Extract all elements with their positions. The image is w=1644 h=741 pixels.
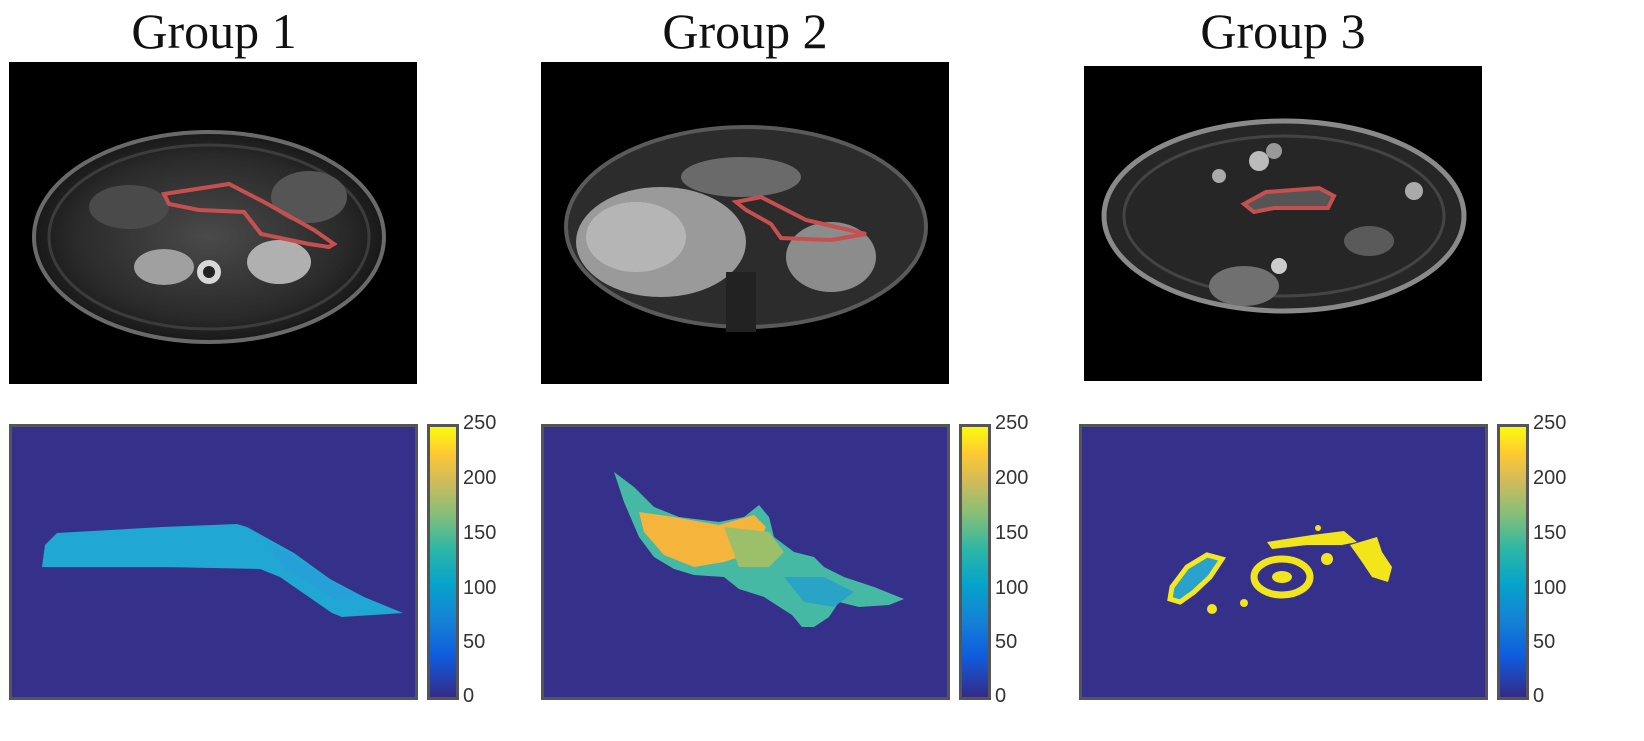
- tick-label: 50: [995, 631, 1018, 653]
- tick-label: 0: [1533, 685, 1545, 707]
- group-3-map-center-ring: [1250, 555, 1314, 599]
- tick-label: 50: [1533, 631, 1556, 653]
- tick-label: 100: [463, 577, 497, 599]
- group-3-map-left-blob: [1167, 552, 1227, 605]
- tick-label: 250: [1533, 412, 1567, 434]
- group-3-map-upper-strip: [1267, 531, 1357, 549]
- tick-label: 250: [995, 412, 1029, 434]
- group-3-title: Group 3: [1200, 3, 1366, 59]
- tick-label: 150: [995, 522, 1029, 544]
- group-2-mri-svg: [564, 125, 928, 332]
- group-2-map-mid-region: [724, 527, 784, 567]
- group-3-map-speck-3: [1240, 599, 1248, 607]
- group-3-map-speck-4: [1315, 525, 1321, 531]
- group-2-parameter-map: [541, 424, 950, 700]
- tick-label: 250: [463, 412, 497, 434]
- group-1-parameter-map: [9, 424, 418, 700]
- tick-label: 200: [1533, 467, 1567, 489]
- group-2-map-cool-region: [784, 577, 854, 607]
- group-2-mri-image: [541, 62, 949, 384]
- group-3-colorbar: [1497, 424, 1529, 700]
- group-1-title: Group 1: [131, 3, 297, 59]
- group-1-map-svg: [42, 524, 403, 617]
- tick-label: 0: [995, 685, 1007, 707]
- tick-label: 200: [995, 467, 1029, 489]
- group-2-map-svg: [614, 472, 904, 627]
- tick-label: 100: [995, 577, 1029, 599]
- group-3-map-svg: [1167, 525, 1392, 614]
- group-1-mri-svg: [32, 130, 386, 344]
- group-1-roi-outline: [160, 181, 338, 250]
- group-3-map-right-blob: [1350, 537, 1392, 582]
- group-1-map-region: [42, 524, 403, 617]
- group-1-colorbar: [427, 424, 459, 700]
- group-3-map-speck-2: [1207, 604, 1217, 614]
- tick-label: 150: [463, 522, 497, 544]
- tick-label: 50: [463, 631, 486, 653]
- group-2-roi-outline: [731, 194, 867, 243]
- group-3-map-speck-1: [1321, 553, 1333, 565]
- group-3-mri-svg: [1101, 118, 1467, 314]
- group-2-title: Group 2: [662, 3, 828, 59]
- group-2-colorbar: [959, 424, 991, 700]
- group-3-roi-outline: [1240, 185, 1337, 215]
- tick-label: 0: [463, 685, 475, 707]
- tick-label: 150: [1533, 522, 1567, 544]
- group-1-map-shading: [267, 542, 362, 599]
- tick-label: 100: [1533, 577, 1567, 599]
- tick-label: 200: [463, 467, 497, 489]
- group-1-mri-image: [9, 62, 417, 384]
- group-3-map-center-dot: [1272, 571, 1292, 583]
- group-3-parameter-map: [1079, 424, 1488, 700]
- group-3-mri-image: [1084, 66, 1482, 381]
